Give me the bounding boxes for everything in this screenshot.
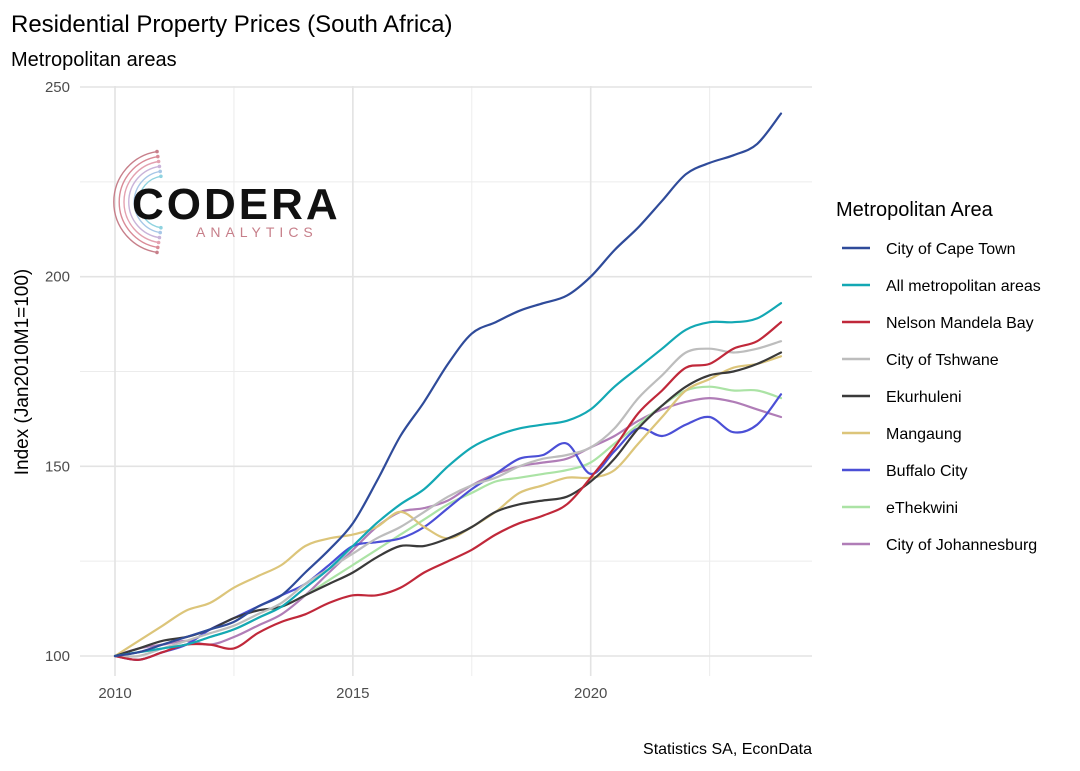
series-line [113, 397, 783, 658]
gridlines [80, 86, 812, 676]
logo-node [155, 250, 159, 255]
legend-label: All metropolitan areas [886, 278, 1041, 295]
chart-title: Residential Property Prices (South Afric… [11, 11, 453, 38]
y-axis-label: Index (Jan2010M1=100) [12, 269, 33, 476]
codera-logo: CODERA ANALYTICS [113, 149, 341, 255]
legend-label: Buffalo City [886, 463, 968, 480]
legend-label: Nelson Mandela Bay [886, 315, 1034, 332]
legend-label: City of Tshwane [886, 352, 999, 369]
logo-arc [133, 170, 161, 234]
series-line [113, 112, 783, 658]
legend-label: Mangaung [886, 426, 962, 443]
logo-name: CODERA [132, 180, 341, 229]
legend-label: eThekwini [886, 500, 958, 517]
logo-node [157, 235, 162, 240]
logo-node [156, 240, 161, 245]
series-line [113, 393, 783, 661]
logo-node [156, 154, 160, 159]
legend-title: Metropolitan Area [836, 199, 994, 221]
series-line [113, 302, 783, 658]
legend-label: City of Cape Town [886, 241, 1016, 258]
logo-node [158, 169, 162, 174]
y-tick-label: 100 [45, 648, 70, 665]
x-tick-label: 2015 [336, 685, 369, 702]
logo-tagline: ANALYTICS [196, 224, 318, 240]
x-tick-label: 2010 [98, 685, 131, 702]
series-line [113, 351, 783, 658]
logo-node [155, 149, 159, 154]
axis-ticks: 2010 2015 2020 100 150 200 250 [45, 79, 607, 702]
y-tick-label: 200 [45, 269, 70, 286]
series-line [113, 340, 783, 658]
y-tick-label: 250 [45, 79, 70, 96]
logo-arc [118, 155, 158, 249]
series-line [113, 321, 783, 661]
chart-subtitle: Metropolitan areas [11, 49, 177, 71]
series-lines [113, 112, 783, 661]
logo-arc [113, 150, 158, 254]
logo-node [159, 174, 163, 179]
caption: Statistics SA, EconData [643, 741, 812, 758]
x-tick-label: 2020 [574, 685, 607, 702]
logo-arc [138, 175, 162, 229]
legend: City of Cape Town All metropolitan areas N… [842, 241, 1041, 554]
logo-circuit-mark [113, 149, 163, 255]
legend-label: Ekurhuleni [886, 389, 962, 406]
logo-arc [123, 160, 159, 244]
logo-node [156, 245, 160, 250]
logo-node [159, 225, 163, 230]
logo-node [156, 159, 161, 164]
series-line [113, 355, 783, 658]
logo-node [158, 230, 162, 235]
logo-arc [128, 165, 160, 239]
logo-node [157, 164, 162, 169]
y-tick-label: 150 [45, 458, 70, 475]
legend-label: City of Johannesburg [886, 537, 1037, 554]
